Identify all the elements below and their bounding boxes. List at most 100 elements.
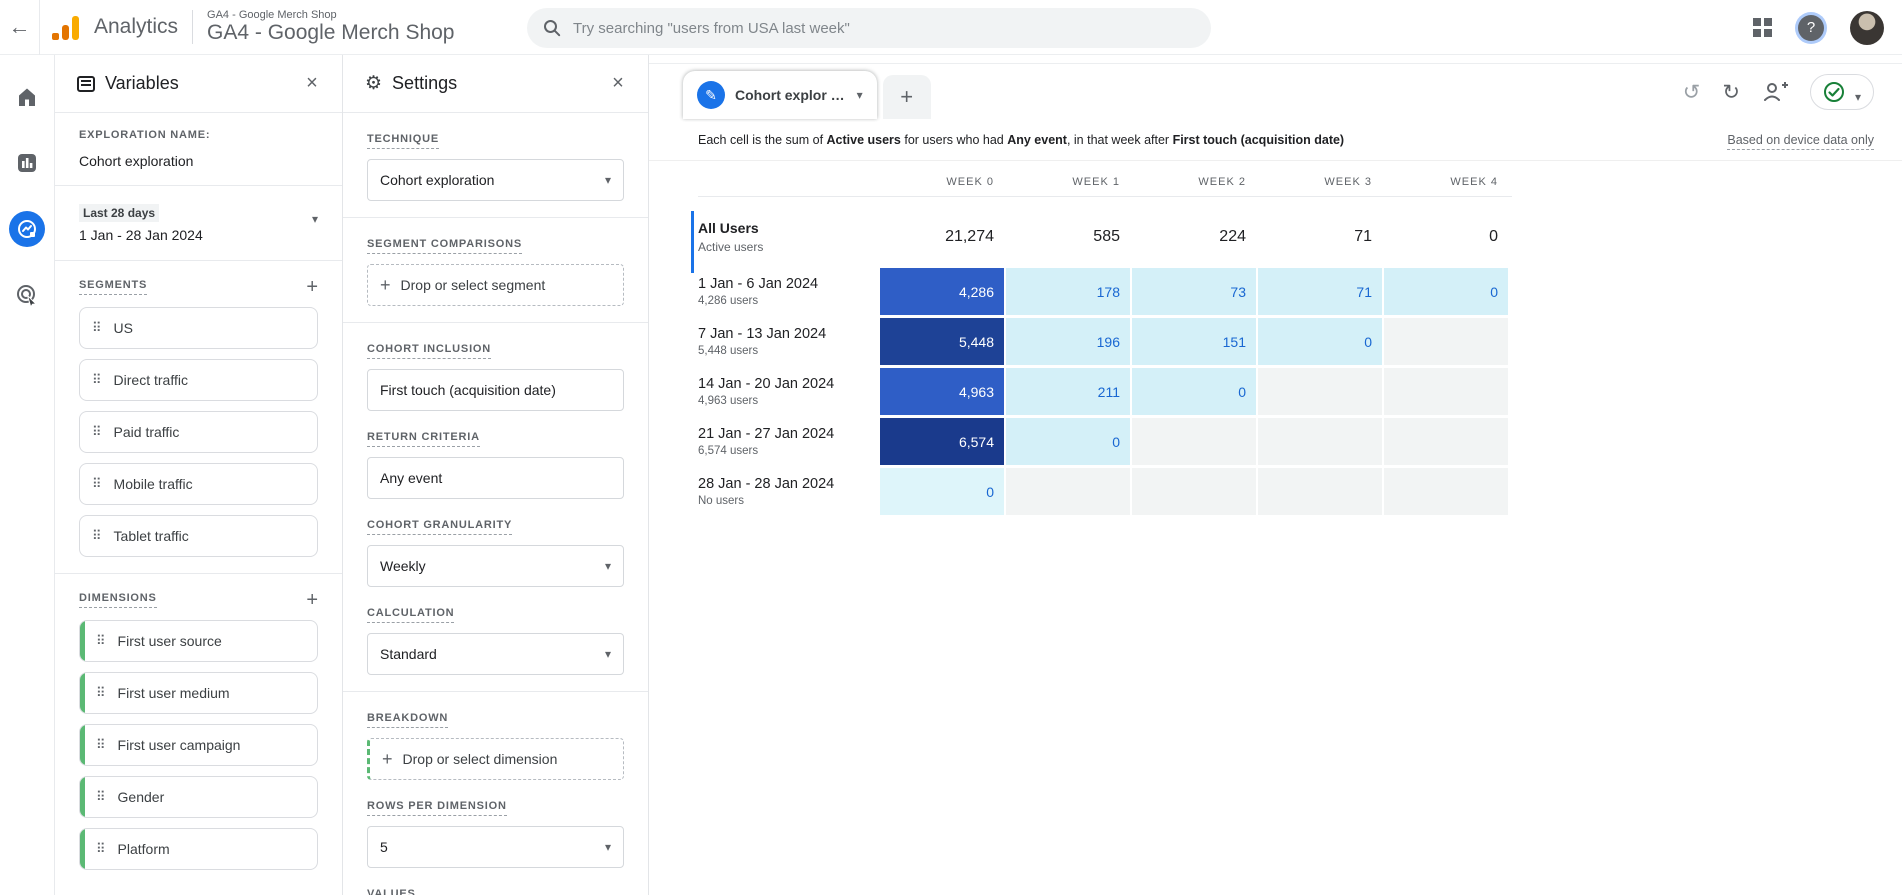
drag-handle-icon[interactable]: ⠿ bbox=[96, 737, 106, 753]
analytics-logo-icon bbox=[52, 14, 82, 40]
dimensions-section: DIMENSIONS + ⠿ First user source ⠿ First… bbox=[55, 574, 342, 886]
heat-cell[interactable]: 4,286 bbox=[880, 268, 1004, 315]
search-placeholder: Try searching "users from USA last week" bbox=[573, 19, 850, 37]
dimension-chip[interactable]: ⠿ Gender bbox=[79, 776, 318, 819]
column-header: WEEK 4 bbox=[1450, 175, 1498, 188]
column-header: WEEK 2 bbox=[1198, 175, 1246, 188]
heat-cell[interactable] bbox=[1258, 468, 1382, 515]
undo-icon[interactable]: ↺ bbox=[1682, 80, 1701, 104]
property-name-small: GA4 - Google Merch Shop bbox=[207, 8, 337, 21]
heat-cell[interactable]: 0 bbox=[1384, 268, 1508, 315]
nav-advertising-icon[interactable] bbox=[9, 277, 45, 313]
drag-handle-icon[interactable]: ⠿ bbox=[96, 633, 106, 649]
heat-cell[interactable] bbox=[1384, 418, 1508, 465]
status-approved-button[interactable]: ▾ bbox=[1809, 74, 1874, 110]
heat-cell[interactable]: 151 bbox=[1132, 318, 1256, 365]
heat-cell[interactable]: 196 bbox=[1006, 318, 1130, 365]
technique-select[interactable]: Cohort exploration ▾ bbox=[367, 159, 624, 201]
help-icon[interactable]: ? bbox=[1798, 14, 1824, 41]
exploration-name-input[interactable]: Cohort exploration bbox=[79, 153, 194, 169]
chevron-down-icon: ▾ bbox=[604, 173, 611, 187]
heat-cell[interactable] bbox=[1132, 418, 1256, 465]
google-apps-grid-icon[interactable] bbox=[1753, 18, 1772, 37]
redo-icon[interactable]: ↻ bbox=[1722, 80, 1740, 104]
heat-cell[interactable] bbox=[1258, 368, 1382, 415]
drag-handle-icon[interactable]: ⠿ bbox=[92, 372, 102, 388]
dimension-chip[interactable]: ⠿ Platform bbox=[79, 828, 318, 871]
heat-cell[interactable]: 0 bbox=[1132, 368, 1256, 415]
segment-dropzone[interactable]: + Drop or select segment bbox=[367, 264, 624, 306]
property-selector[interactable]: GA4 - Google Merch Shop GA4 - Google Mer… bbox=[193, 9, 454, 46]
heat-cell[interactable]: 73 bbox=[1132, 268, 1256, 315]
date-range-picker[interactable]: Last 28 days 1 Jan - 28 Jan 2024 ▾ bbox=[79, 202, 318, 244]
back-button[interactable]: ← bbox=[0, 0, 40, 55]
heat-cell[interactable]: 5,448 bbox=[880, 318, 1004, 365]
heat-cell[interactable]: 0 bbox=[1258, 318, 1382, 365]
heat-cell[interactable]: 211 bbox=[1006, 368, 1130, 415]
tab-cohort-exploration[interactable]: ✎ Cohort explor … ▾ bbox=[683, 71, 877, 119]
drag-handle-icon[interactable]: ⠿ bbox=[92, 320, 102, 336]
search-input[interactable]: Try searching "users from USA last week" bbox=[527, 8, 1211, 48]
cohort-row: 14 Jan - 20 Jan 2024 4,963 users 4,963 2… bbox=[698, 368, 1512, 415]
heat-cell[interactable]: 71 bbox=[1258, 268, 1382, 315]
dimension-chip[interactable]: ⠿ First user medium bbox=[79, 672, 318, 715]
column-header: WEEK 0 bbox=[946, 175, 994, 188]
segment-chip[interactable]: ⠿ US bbox=[79, 307, 318, 350]
breakdown-dropzone[interactable]: + Drop or select dimension bbox=[367, 738, 624, 780]
segment-chip[interactable]: ⠿ Tablet traffic bbox=[79, 515, 318, 558]
all-users-row: All Users Active users 21,274 585 224 71… bbox=[691, 209, 1512, 273]
heat-cell[interactable] bbox=[1258, 418, 1382, 465]
check-circle-icon bbox=[1823, 82, 1844, 102]
add-segment-button[interactable]: + bbox=[306, 276, 318, 299]
add-tab-button[interactable]: + bbox=[882, 75, 931, 119]
avatar[interactable] bbox=[1850, 10, 1884, 45]
cohort-row: 7 Jan - 13 Jan 2024 5,448 users 5,448 19… bbox=[698, 318, 1512, 365]
cohort-row: 28 Jan - 28 Jan 2024 No users 0 bbox=[698, 468, 1512, 515]
return-criteria-label: RETURN CRITERIA bbox=[367, 431, 480, 447]
drag-handle-icon[interactable]: ⠿ bbox=[96, 789, 106, 805]
cohort-inclusion-select[interactable]: First touch (acquisition date) bbox=[367, 369, 624, 411]
app-name: Analytics bbox=[94, 15, 179, 38]
calculation-select[interactable]: Standard ▾ bbox=[367, 633, 624, 675]
heat-cell[interactable] bbox=[1384, 468, 1508, 515]
gear-icon: ⚙ bbox=[365, 73, 383, 94]
nav-explore-icon[interactable] bbox=[9, 211, 45, 247]
heat-cell[interactable]: 0 bbox=[1006, 418, 1130, 465]
chevron-down-icon: ▾ bbox=[604, 559, 611, 573]
dimension-chip[interactable]: ⠿ First user campaign bbox=[79, 724, 318, 767]
variables-close-icon[interactable]: × bbox=[306, 72, 318, 94]
heat-cell[interactable] bbox=[1132, 468, 1256, 515]
heat-cell[interactable]: 6,574 bbox=[880, 418, 1004, 465]
heat-cell[interactable] bbox=[1384, 368, 1508, 415]
tab-caret-icon[interactable]: ▾ bbox=[856, 88, 863, 102]
dimension-chip[interactable]: ⠿ First user source bbox=[79, 620, 318, 663]
column-header: WEEK 1 bbox=[1072, 175, 1120, 188]
drag-handle-icon[interactable]: ⠿ bbox=[92, 476, 102, 492]
heat-cell[interactable]: 178 bbox=[1006, 268, 1130, 315]
nav-reports-icon[interactable] bbox=[9, 145, 45, 181]
nav-home-icon[interactable] bbox=[9, 79, 45, 115]
data-note-link[interactable]: Based on device data only bbox=[1727, 133, 1874, 150]
drag-handle-icon[interactable]: ⠿ bbox=[96, 841, 106, 857]
drag-handle-icon[interactable]: ⠿ bbox=[92, 528, 102, 544]
segment-chip[interactable]: ⠿ Direct traffic bbox=[79, 359, 318, 402]
segment-chip[interactable]: ⠿ Paid traffic bbox=[79, 411, 318, 454]
topbar-divider bbox=[192, 10, 194, 44]
settings-close-icon[interactable]: × bbox=[612, 72, 624, 94]
cohort-granularity-select[interactable]: Weekly ▾ bbox=[367, 545, 624, 587]
heat-cell[interactable]: 4,963 bbox=[880, 368, 1004, 415]
all-users-label: All Users bbox=[698, 220, 759, 236]
exploration-canvas: ✎ Cohort explor … ▾ + ↺ ↻ bbox=[649, 55, 1902, 895]
cohort-description: Each cell is the sum of Active users for… bbox=[698, 133, 1345, 147]
share-users-icon[interactable] bbox=[1762, 81, 1788, 103]
heat-cell[interactable] bbox=[1006, 468, 1130, 515]
settings-title: Settings bbox=[392, 73, 458, 93]
add-dimension-button[interactable]: + bbox=[306, 589, 318, 612]
drag-handle-icon[interactable]: ⠿ bbox=[92, 424, 102, 440]
segment-chip[interactable]: ⠿ Mobile traffic bbox=[79, 463, 318, 506]
heat-cell[interactable] bbox=[1384, 318, 1508, 365]
return-criteria-select[interactable]: Any event bbox=[367, 457, 624, 499]
drag-handle-icon[interactable]: ⠿ bbox=[96, 685, 106, 701]
heat-cell[interactable]: 0 bbox=[880, 468, 1004, 515]
rows-per-dimension-select[interactable]: 5 ▾ bbox=[367, 826, 624, 868]
